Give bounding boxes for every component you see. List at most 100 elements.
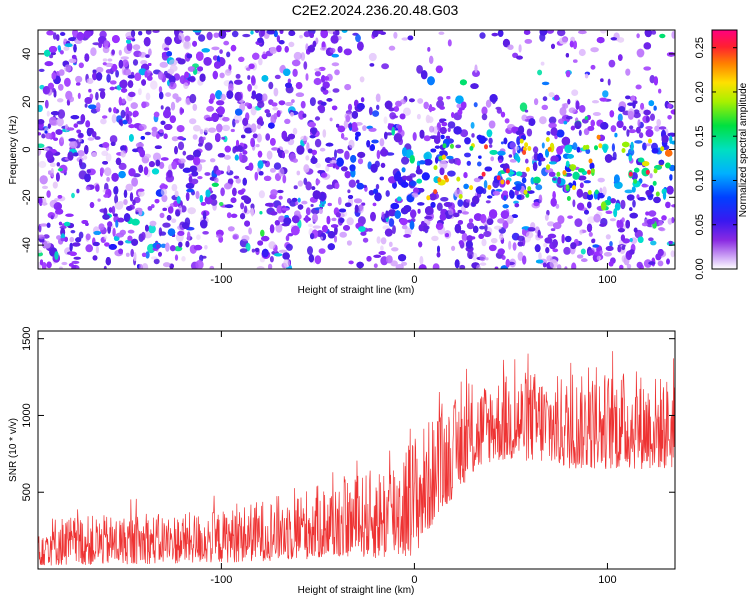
heatmap-cell <box>439 118 445 124</box>
heatmap-cell <box>438 31 445 35</box>
heatmap-cell <box>86 78 94 84</box>
heatmap-cell <box>418 241 423 248</box>
heatmap-cell <box>607 78 611 86</box>
heatmap-cell <box>159 91 164 100</box>
heatmap-cell <box>475 186 485 195</box>
heatmap-cell <box>559 107 567 116</box>
heatmap-cell <box>85 186 91 191</box>
heatmap-cell <box>346 217 354 226</box>
heatmap-cell <box>439 127 447 134</box>
heatmap-cell <box>114 194 119 204</box>
heatmap-cell <box>57 98 64 103</box>
heatmap-cell <box>572 171 580 180</box>
heatmap-cell <box>230 44 237 52</box>
heatmap-cell <box>222 117 230 122</box>
heatmap-cell <box>551 43 555 49</box>
heatmap-cell <box>212 70 218 80</box>
heatmap-cell <box>564 266 568 269</box>
heatmap-cell <box>409 98 415 103</box>
heatmap-hotspot <box>572 185 576 191</box>
heatmap-cell <box>535 259 544 264</box>
heatmap-cell <box>500 141 504 145</box>
heatmap-cell <box>380 148 389 157</box>
heatmap-cell <box>548 171 556 177</box>
y-tick-label: 40 <box>21 48 33 60</box>
heatmap-cell <box>485 99 492 108</box>
heatmap-cell <box>310 233 315 240</box>
heatmap-cell <box>309 32 314 38</box>
heatmap-cell <box>312 225 321 229</box>
heatmap-cell <box>596 255 601 261</box>
heatmap-cell <box>656 119 661 127</box>
y-tick-label: 0 <box>21 146 33 152</box>
heatmap-cell <box>185 182 195 189</box>
heatmap-cell <box>94 136 101 140</box>
heatmap-cell <box>59 266 63 269</box>
heatmap-cell <box>217 153 225 158</box>
heatmap-cell <box>258 57 263 66</box>
heatmap-cell <box>129 134 134 142</box>
heatmap-cell <box>617 37 625 43</box>
heatmap-cell <box>401 224 408 230</box>
heatmap-cell <box>667 103 672 109</box>
chart-title: C2E2.2024.236.20.48.G03 <box>291 2 459 18</box>
heatmap-cell <box>90 108 98 114</box>
heatmap-cell <box>464 137 471 145</box>
heatmap-cell <box>427 47 431 52</box>
heatmap-cell <box>597 192 605 199</box>
heatmap-cell <box>550 155 559 164</box>
heatmap-cell <box>567 98 571 105</box>
heatmap-cell <box>407 35 414 41</box>
heatmap-cell <box>571 262 577 269</box>
heatmap-cell <box>667 218 673 225</box>
heatmap-cell <box>219 49 223 54</box>
heatmap-cell <box>487 195 493 199</box>
heatmap-cell <box>498 159 503 163</box>
y-tick-label: 1000 <box>21 403 33 427</box>
heatmap-cell <box>192 30 202 33</box>
heatmap-cell <box>523 30 531 35</box>
heatmap-cell <box>50 111 60 116</box>
heatmap-cell <box>658 159 665 166</box>
heatmap-cell <box>411 192 419 198</box>
heatmap-cell <box>472 252 478 261</box>
heatmap-cell <box>311 128 317 136</box>
heatmap-cell <box>162 222 171 228</box>
heatmap-cell <box>347 103 353 112</box>
heatmap-cell <box>376 104 380 111</box>
heatmap-cell <box>263 175 272 181</box>
heatmap-cell <box>60 237 65 242</box>
heatmap-cell <box>113 213 118 217</box>
heatmap-cell <box>490 238 498 244</box>
heatmap-cell <box>282 174 287 184</box>
heatmap-cell <box>140 60 148 65</box>
heatmap-cell <box>100 118 107 125</box>
snr-frame <box>37 330 676 570</box>
heatmap-cell <box>548 92 555 98</box>
heatmap-cell <box>466 222 475 230</box>
heatmap-cell <box>70 115 80 120</box>
heatmap-cell <box>344 84 352 91</box>
heatmap-cell <box>251 248 256 253</box>
heatmap-cell <box>402 147 407 157</box>
heatmap-cell <box>103 235 108 240</box>
heatmap-cell <box>230 213 238 218</box>
heatmap-cell <box>399 113 406 120</box>
heatmap-cell <box>597 177 605 183</box>
heatmap-cell <box>205 189 211 198</box>
heatmap-cell <box>273 113 278 120</box>
heatmap-cell <box>608 261 614 267</box>
heatmap-cell <box>156 243 161 249</box>
heatmap-hotspot <box>437 177 442 183</box>
heatmap-cell <box>473 213 483 221</box>
heatmap-cell <box>304 215 309 223</box>
heatmap-cell <box>483 180 488 189</box>
heatmap-cell <box>95 102 101 110</box>
heatmap-cell <box>305 181 312 191</box>
heatmap-cell <box>339 231 348 238</box>
heatmap-hotspot <box>519 138 524 144</box>
heatmap-cell <box>184 35 191 42</box>
heatmap-cell <box>108 107 112 113</box>
heatmap-cell <box>624 189 634 194</box>
